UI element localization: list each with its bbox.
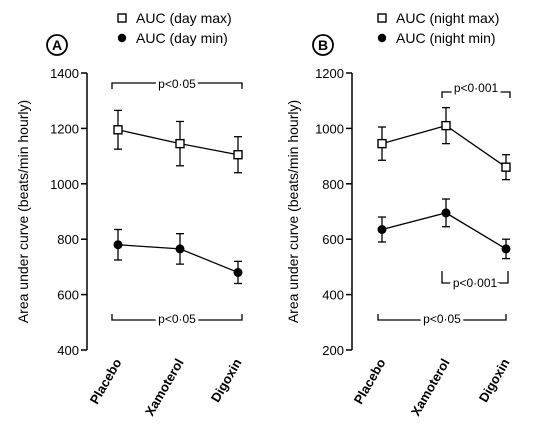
x-tick-label: Digoxin bbox=[476, 356, 513, 405]
legend-marker-circle bbox=[377, 33, 387, 43]
y-tick-label: 1200 bbox=[50, 121, 79, 136]
panel-label-circle bbox=[312, 34, 334, 56]
legend-label: AUC (night max) bbox=[396, 10, 499, 26]
significance-label: p<0·05 bbox=[158, 312, 196, 326]
y-axis-label: Area under curve (beats/min hourly) bbox=[15, 100, 31, 323]
data-point-circle bbox=[501, 244, 511, 254]
series-line bbox=[381, 124, 507, 168]
y-tick-label: 1000 bbox=[315, 121, 344, 136]
y-tick-label: 1000 bbox=[50, 177, 79, 192]
significance-label: p<0·001 bbox=[454, 81, 499, 95]
legend-label: AUC (day max) bbox=[136, 10, 232, 26]
data-point-square bbox=[377, 138, 387, 149]
data-point-square bbox=[233, 150, 243, 160]
series-line bbox=[381, 212, 507, 250]
y-tick-label: 600 bbox=[57, 288, 79, 303]
significance-bracket bbox=[377, 314, 507, 321]
y-tick-label: 800 bbox=[322, 177, 344, 192]
data-point-circle bbox=[377, 225, 387, 235]
y-tick-label: 1400 bbox=[50, 66, 79, 81]
data-point-square bbox=[113, 125, 123, 135]
data-point-square bbox=[441, 120, 451, 131]
y-axis-label: Area under curve (beats/min hourly) bbox=[285, 100, 301, 323]
data-point-square bbox=[501, 162, 511, 172]
y-tick-label: 800 bbox=[57, 232, 79, 247]
y-tick-label: 400 bbox=[322, 288, 344, 303]
x-tick-label: Placebo bbox=[351, 356, 389, 407]
y-tick-label: 400 bbox=[57, 343, 79, 358]
panel-label: B bbox=[318, 37, 328, 53]
x-tick-label: Digoxin bbox=[208, 356, 245, 405]
panel-label-circle bbox=[46, 34, 68, 56]
x-tick-label: Xamoterol bbox=[408, 356, 453, 419]
legend-label: AUC (night min) bbox=[396, 30, 496, 46]
data-point-square bbox=[175, 138, 185, 149]
significance-bracket bbox=[441, 91, 511, 98]
data-point-circle bbox=[113, 240, 123, 250]
y-tick-label: 600 bbox=[322, 232, 344, 247]
data-point-circle bbox=[233, 267, 243, 277]
significance-bracket bbox=[111, 314, 243, 321]
y-tick-label: 1200 bbox=[315, 66, 344, 81]
panel-label: A bbox=[52, 37, 62, 53]
significance-label: p<0·05 bbox=[423, 312, 461, 326]
legend-marker-circle bbox=[117, 33, 127, 43]
legend-label: AUC (day min) bbox=[136, 30, 228, 46]
legend-marker-square bbox=[377, 13, 387, 23]
y-tick-label: 200 bbox=[322, 343, 344, 358]
significance-bracket bbox=[111, 82, 243, 89]
data-point-circle bbox=[441, 208, 451, 218]
legend-marker-square bbox=[117, 13, 127, 23]
x-tick-label: Xamoterol bbox=[142, 356, 187, 419]
data-point-circle bbox=[175, 244, 185, 254]
significance-label: p<0·001 bbox=[453, 276, 498, 290]
significance-label: p<0·05 bbox=[158, 77, 196, 91]
x-tick-label: Placebo bbox=[87, 356, 125, 407]
significance-bracket bbox=[441, 271, 509, 284]
